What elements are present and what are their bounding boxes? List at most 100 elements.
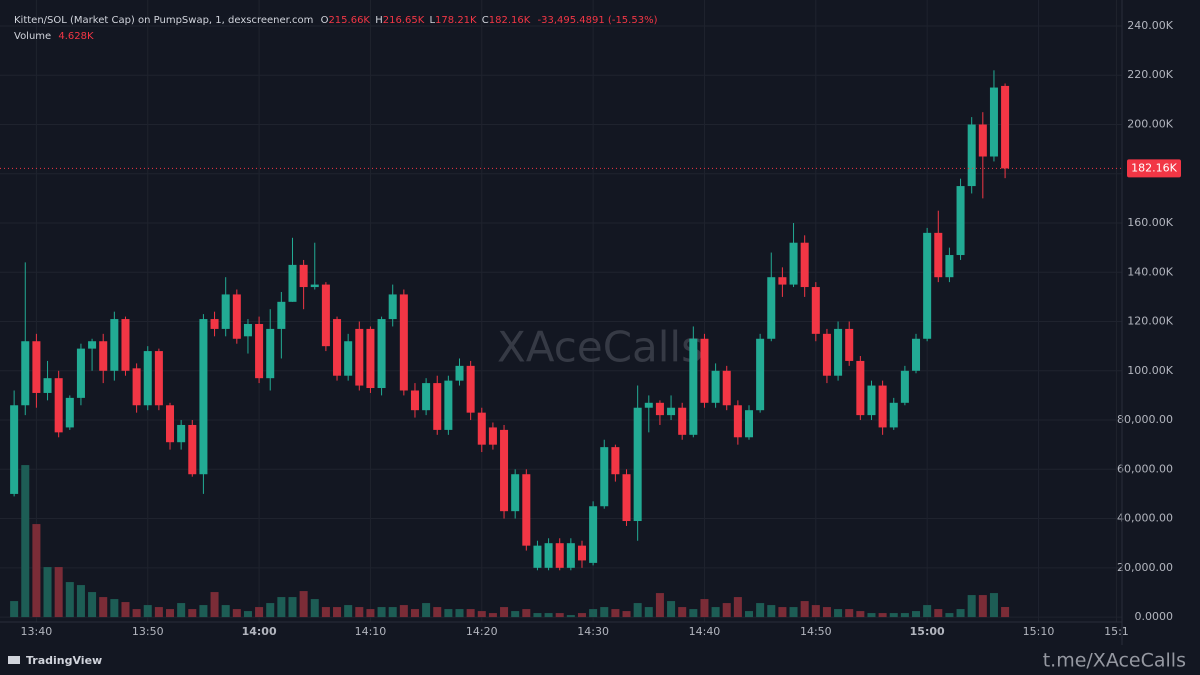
candle-body (589, 506, 598, 563)
candle-body (444, 380, 453, 430)
y-tick-label: 240.00K (1127, 19, 1173, 32)
volume-bar (956, 609, 965, 618)
y-tick-label: 220.00K (1127, 68, 1173, 81)
field-value: 216.65K (383, 15, 425, 26)
volume-bar (744, 611, 754, 618)
volume-value: 4.628K (58, 31, 94, 42)
candle-body (811, 287, 820, 334)
change: -33,495.4891 (-15.53%) (538, 15, 658, 26)
volume-bar (533, 613, 542, 618)
candle-body (611, 447, 620, 475)
brand: TradingView (26, 654, 102, 667)
volume-bar (243, 611, 252, 618)
candle-body (845, 328, 854, 361)
volume-bar (711, 607, 720, 618)
candle-body (455, 365, 464, 381)
candle-body (43, 378, 52, 393)
volume-bar (410, 609, 419, 618)
volume-bar (388, 607, 397, 618)
volume-label: Volume (14, 31, 51, 42)
volume-bar (934, 609, 943, 618)
y-tick-label: 160.00K (1127, 216, 1173, 229)
field-label: H (375, 15, 383, 26)
volume-bar (845, 609, 854, 618)
volume-bar (422, 603, 431, 618)
candle-body (834, 328, 843, 376)
candle-body (900, 370, 909, 403)
candle-body (756, 338, 765, 411)
brand-logo (8, 656, 20, 664)
candle-body (789, 242, 798, 285)
candle-body (366, 328, 375, 389)
candle-body (10, 405, 19, 494)
axes: 0.0000 20,000.00 40,000.00 60,000.00 80,000.… (0, 19, 1181, 638)
volume-bar (511, 611, 520, 618)
candle-body (65, 397, 74, 428)
volume-bar (255, 607, 264, 618)
candle-body (923, 232, 932, 339)
volume-bar (900, 613, 909, 618)
candle-body (399, 294, 408, 391)
candle-body (555, 543, 564, 568)
volume-bar (333, 607, 342, 618)
candle-body (744, 410, 754, 438)
candle-body (678, 407, 687, 435)
volume-bar (488, 613, 497, 618)
volume-bar (577, 613, 586, 618)
last-price-box (1127, 159, 1181, 178)
x-tick-label: 14:50 (800, 625, 832, 638)
volume-bar (800, 601, 809, 618)
volume-bar (355, 607, 364, 618)
volume-bar (154, 607, 163, 618)
candles (10, 70, 1010, 571)
candle-body (266, 328, 275, 379)
volume-bar (566, 615, 575, 618)
candle-body (989, 87, 998, 157)
volume-bar (88, 592, 97, 618)
candle-body (878, 385, 887, 428)
volume-bar (166, 609, 175, 618)
candle-body (533, 545, 542, 568)
footer-bar (0, 645, 1200, 675)
volume-bar (288, 597, 297, 618)
candle-body (388, 294, 397, 320)
volume-bar (778, 607, 787, 618)
x-tick-label: 14:30 (577, 625, 609, 638)
volume-bar (76, 585, 85, 618)
volume-bar (689, 609, 698, 618)
candle-body (822, 333, 831, 376)
candle-body (99, 341, 108, 371)
volume-bar (700, 599, 709, 618)
candle-body (355, 328, 364, 386)
field-label: O (321, 15, 329, 26)
last-price-label: 182.16K (1131, 161, 1177, 174)
candle-body (21, 341, 30, 406)
candle-body (154, 351, 163, 406)
volume-bar (210, 592, 219, 618)
candle-body (778, 277, 787, 285)
candle-body (889, 402, 898, 428)
x-tick-label: 14:40 (689, 625, 721, 638)
x-tick-label: 15:1 (1104, 625, 1129, 638)
volume-bar (277, 597, 286, 618)
candle-body (912, 338, 921, 371)
volume-bar (767, 605, 776, 618)
volume-bar (756, 603, 765, 618)
volume-bar (99, 597, 108, 618)
y-tick-label: 200.00K (1127, 117, 1173, 130)
candle-body (132, 368, 141, 406)
volume-bar (366, 609, 375, 618)
volume-bar (121, 602, 130, 618)
candle-body (76, 348, 85, 398)
candle-body (188, 424, 197, 475)
volume-bar (989, 593, 998, 618)
volume-bar (878, 613, 887, 618)
volume-bar (232, 609, 241, 618)
volume-bar (199, 605, 208, 618)
volume-bar (611, 609, 620, 618)
candle-body (277, 301, 286, 329)
volume-bar (912, 611, 921, 618)
volume-bar (822, 607, 831, 618)
candle-body (466, 365, 475, 413)
